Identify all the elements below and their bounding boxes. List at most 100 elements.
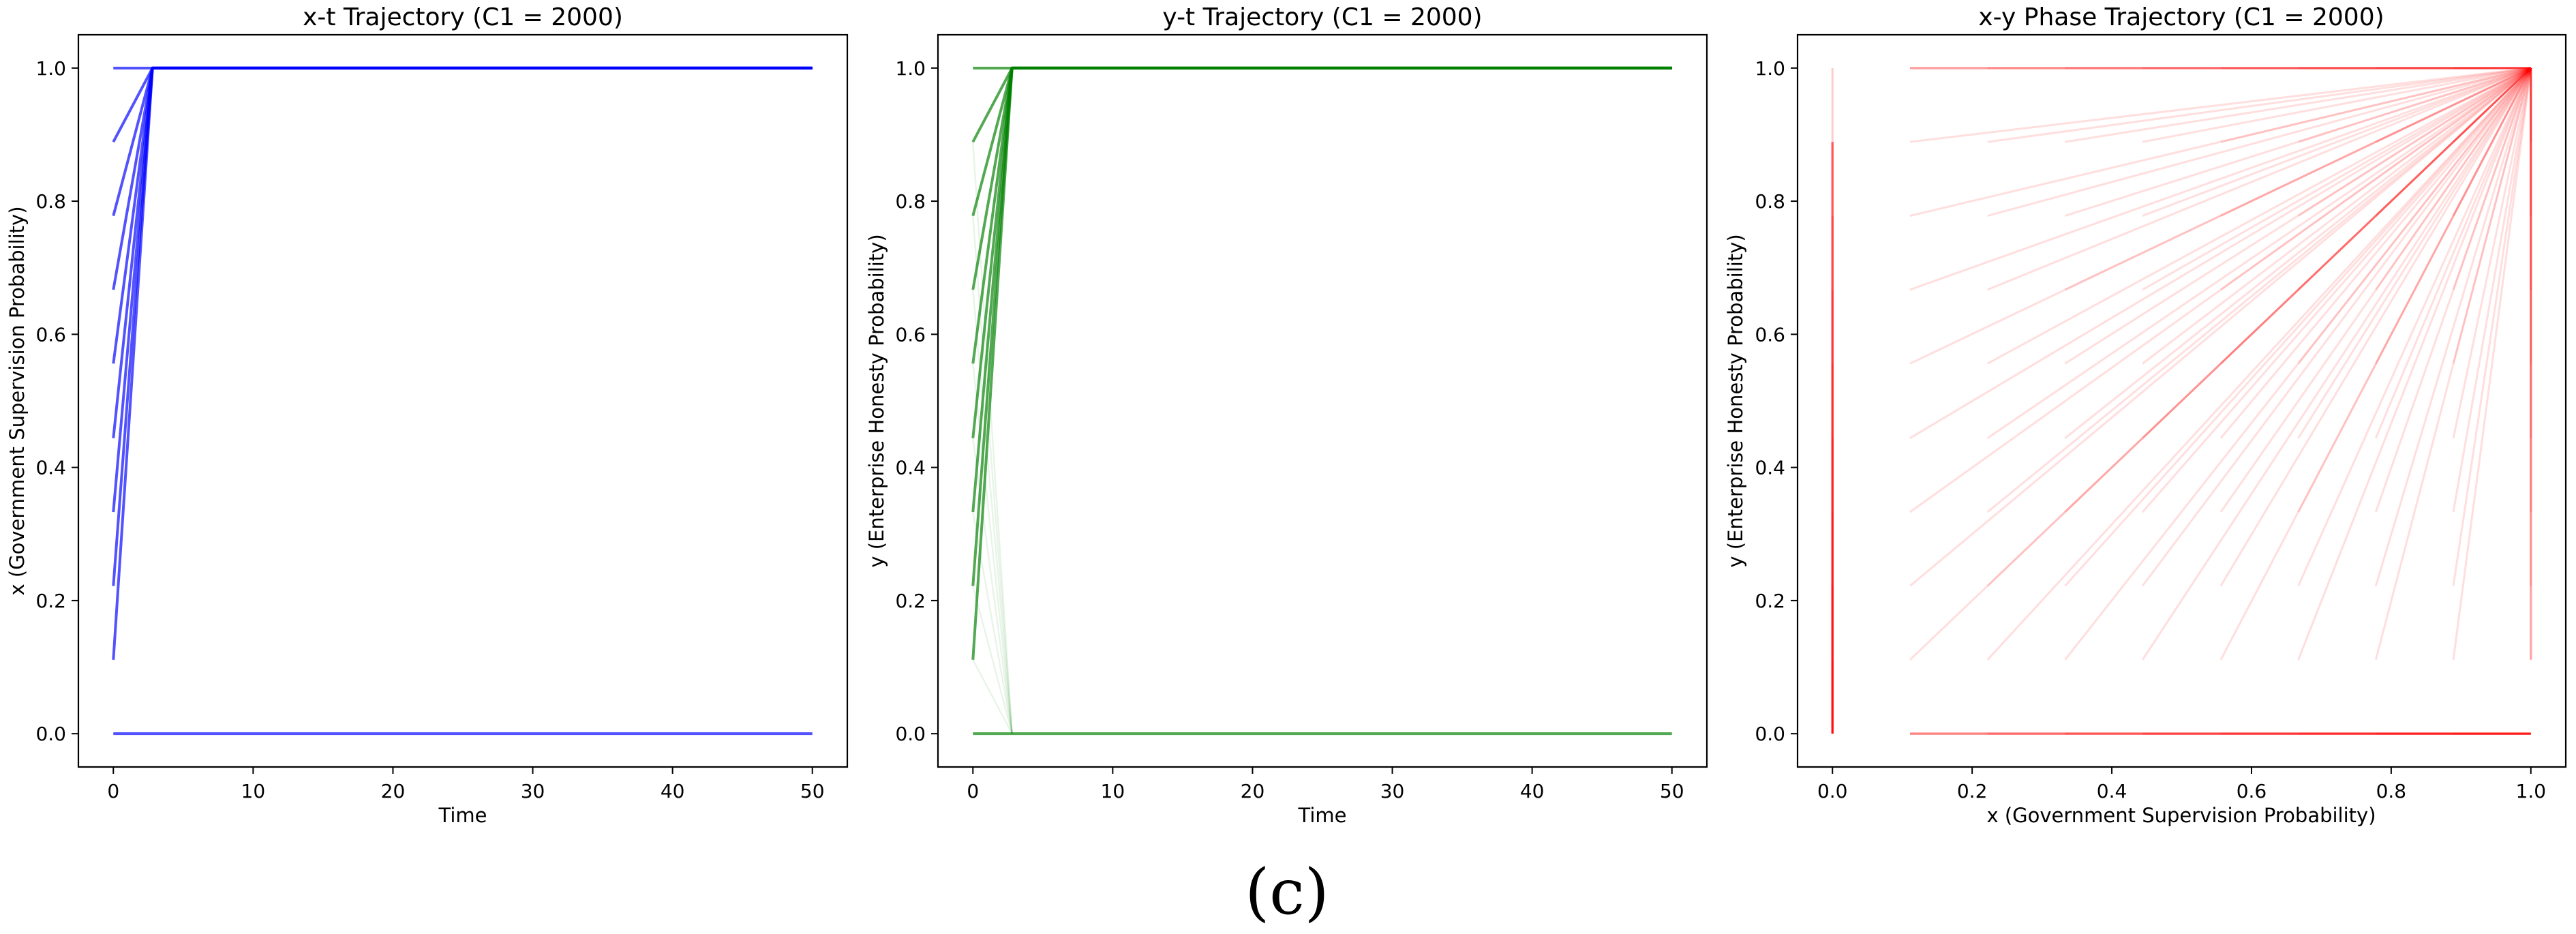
xy-trajectory-75 xyxy=(2375,67,2532,290)
yt-xtick-label-2: 20 xyxy=(1241,780,1265,802)
xy-trajectory-47 xyxy=(2142,67,2532,143)
xy-ytick-label-4: 0.8 xyxy=(1755,190,1785,213)
xy-trajectory-84 xyxy=(2452,67,2532,364)
xt-chart-lines xyxy=(112,66,813,736)
xt-xtick-label-5: 50 xyxy=(800,780,825,802)
xy-trajectory-36 xyxy=(2064,67,2532,217)
xt-xtick-label-3: 30 xyxy=(521,780,545,802)
xy-trajectory-85 xyxy=(2452,67,2532,290)
yt-chart-panel: y-t Trajectory (C1 = 2000) 0 10 20 30 40 50 0.… xyxy=(865,3,1708,827)
xy-trajectory-87 xyxy=(2453,67,2532,143)
xy-trajectory-23 xyxy=(1986,67,2532,439)
xy-chart-ylabel: y (Enterprise Honesty Probability) xyxy=(1724,234,1747,567)
xy-trajectory-77 xyxy=(2375,67,2532,143)
xy-trajectory-37 xyxy=(2065,67,2532,143)
xy-trajectory-67 xyxy=(2298,67,2532,143)
xt-series-line-7 xyxy=(112,66,813,217)
xy-trajectory-43 xyxy=(2142,67,2532,439)
xy-trajectory-34 xyxy=(2064,67,2532,365)
xt-chart-xlabel: Time xyxy=(438,804,487,827)
xy-trajectory-86 xyxy=(2452,67,2532,217)
xy-trajectory-55 xyxy=(2220,67,2532,291)
figure-caption: (c) xyxy=(1245,856,1329,929)
yt-xtick-label-5: 50 xyxy=(1660,780,1684,802)
xt-ytick-label-0: 0.0 xyxy=(35,723,66,745)
yt-chart-xlabel: Time xyxy=(1298,804,1347,827)
xt-chart-ylabel: x (Government Supervision Probability) xyxy=(5,206,29,595)
xy-trajectory-62 xyxy=(2297,67,2532,513)
xy-chart-trajectories xyxy=(1831,67,2532,735)
xy-trajectory-30 xyxy=(2064,67,2532,661)
xy-trajectory-35 xyxy=(2064,67,2532,291)
xy-ytick-label-0: 0.0 xyxy=(1755,723,1785,745)
xy-trajectory-40 xyxy=(2141,67,2532,661)
yt-ytick-label-5: 1.0 xyxy=(895,57,926,80)
xy-trajectory-15 xyxy=(1909,67,2532,291)
xy-trajectory-53 xyxy=(2219,67,2532,439)
yt-ytick-label-3: 0.6 xyxy=(895,323,926,346)
xy-xtick-label-5: 1.0 xyxy=(2516,780,2547,802)
xt-xtick-label-0: 0 xyxy=(107,780,119,802)
xt-chart-frame xyxy=(77,33,849,768)
xy-chart-frame xyxy=(1796,33,2567,768)
xy-chart-ticks: 0.0 0.2 0.4 0.6 0.8 1.0 0.0 0.2 0.4 0.6 0.8 1.0 xyxy=(1755,57,2546,802)
yt-series-line-5 xyxy=(971,66,1672,364)
xt-series-line-5 xyxy=(112,66,813,364)
xt-chart-ticks: 0 10 20 30 40 50 0.0 0.2 0.4 0.6 0.8 1.0 xyxy=(35,57,824,802)
xt-ytick-label-2: 0.4 xyxy=(35,457,66,479)
xy-trajectory-17 xyxy=(1909,67,2531,143)
yt-faint-trajectory-0 xyxy=(972,659,1013,734)
xy-trajectory-21 xyxy=(1986,67,2532,587)
yt-xtick-label-3: 30 xyxy=(1380,780,1405,802)
xy-trajectory-10 xyxy=(1909,67,2532,661)
yt-faint-trajectory-6 xyxy=(972,215,1013,734)
xy-trajectory-70 xyxy=(2374,67,2532,661)
xy-xtick-label-3: 0.6 xyxy=(2237,780,2267,802)
xy-trajectory-83 xyxy=(2452,67,2532,438)
xy-trajectory-25 xyxy=(1987,67,2532,291)
xt-ytick-label-4: 0.8 xyxy=(35,190,66,213)
xy-trajectory-80 xyxy=(2452,67,2532,661)
xy-ytick-label-3: 0.6 xyxy=(1755,323,1785,346)
xy-trajectory-44 xyxy=(2142,67,2532,365)
xt-series-line-3 xyxy=(112,66,813,513)
yt-chart-frame xyxy=(937,33,1708,768)
xy-trajectory-66 xyxy=(2297,67,2532,217)
xy-trajectory-20 xyxy=(1986,67,2532,661)
xy-trajectory-33 xyxy=(2064,67,2532,439)
xt-xtick-label-1: 10 xyxy=(241,780,266,802)
xy-trajectory-31 xyxy=(2064,67,2532,587)
xt-ytick-label-5: 1.0 xyxy=(35,57,66,80)
xy-trajectory-11 xyxy=(1909,67,2532,587)
xt-ytick-label-1: 0.2 xyxy=(35,590,66,612)
xy-trajectory-72 xyxy=(2374,67,2532,513)
xt-series-line-2 xyxy=(112,66,813,586)
yt-series-line-2 xyxy=(971,66,1672,586)
yt-series-line-8 xyxy=(971,66,1672,143)
xy-trajectory-74 xyxy=(2374,67,2532,365)
yt-chart-ticks: 0 10 20 30 40 50 0.0 0.2 0.4 0.6 0.8 1.0 xyxy=(895,57,1684,802)
yt-chart-title: y-t Trajectory (C1 = 2000) xyxy=(1162,3,1482,31)
xy-trajectory-32 xyxy=(2064,67,2532,513)
xy-xtick-label-4: 0.8 xyxy=(2376,780,2407,802)
xy-trajectory-51 xyxy=(2219,67,2532,587)
xt-chart-title: x-t Trajectory (C1 = 2000) xyxy=(303,3,623,31)
xy-trajectory-54 xyxy=(2219,67,2532,365)
yt-faint-trajectory-1 xyxy=(972,586,1013,734)
yt-faint-trajectory-7 xyxy=(972,142,1013,734)
xy-trajectory-73 xyxy=(2374,67,2532,439)
yt-chart-lines xyxy=(971,66,1672,736)
xy-trajectory-12 xyxy=(1909,67,2532,513)
xt-ytick-label-3: 0.6 xyxy=(35,323,66,346)
xy-chart-xlabel: x (Government Supervision Probability) xyxy=(1986,804,2376,827)
xy-trajectory-24 xyxy=(1986,67,2532,365)
xt-series-line-6 xyxy=(112,66,813,290)
xy-trajectory-56 xyxy=(2220,67,2532,217)
yt-ytick-label-1: 0.2 xyxy=(895,590,926,612)
xy-xtick-label-2: 0.4 xyxy=(2097,780,2127,802)
yt-series-line-1 xyxy=(971,66,1672,660)
yt-ytick-label-4: 0.8 xyxy=(895,190,926,213)
xt-series-line-1 xyxy=(112,66,813,660)
xt-chart-panel: x-t Trajectory (C1 = 2000) 0 10 20 30 40 50 0.… xyxy=(5,3,849,827)
